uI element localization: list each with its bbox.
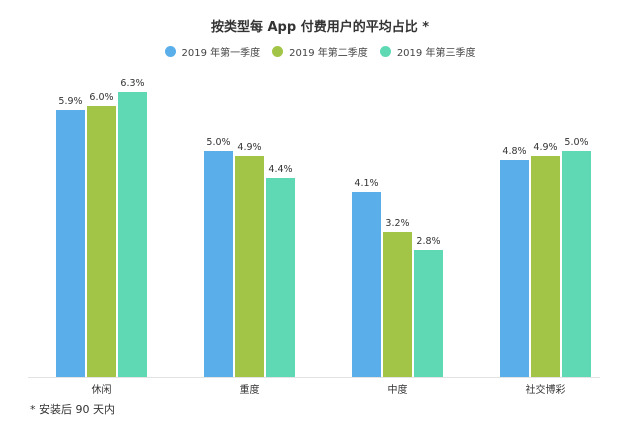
bar-2-2 bbox=[414, 250, 443, 377]
legend-dot-icon-q1 bbox=[164, 46, 176, 57]
bar-1-2 bbox=[266, 178, 295, 377]
bar-value-label: 5.0% bbox=[564, 137, 589, 148]
legend-label-q3: 2019 年第三季度 bbox=[396, 48, 476, 59]
legend-item-q1: 2019 年第一季度 bbox=[164, 44, 261, 59]
bar-3-0 bbox=[500, 160, 529, 377]
x-tick-label: 社交博彩 bbox=[525, 385, 566, 396]
bar-value-label: 2.8% bbox=[416, 236, 441, 248]
legend-label-q1: 2019 年第一季度 bbox=[181, 48, 261, 59]
bar-value-label: 5.9% bbox=[58, 96, 83, 108]
bar-3-1 bbox=[531, 155, 560, 377]
bar-1-1 bbox=[235, 155, 264, 377]
x-tick-label: 中度 bbox=[387, 385, 408, 396]
x-tick-label: 重度 bbox=[239, 385, 260, 396]
legend-dot-icon-q3 bbox=[379, 46, 391, 57]
bar-value-label: 4.9% bbox=[237, 141, 262, 153]
bar-0-2 bbox=[118, 92, 147, 377]
x-tick-label: 休闲 bbox=[91, 385, 112, 396]
x-axis-line bbox=[28, 377, 600, 378]
footnote: * 安装后 90 天内 bbox=[30, 403, 115, 416]
bar-value-label: 6.3% bbox=[120, 78, 145, 90]
bar-0-0 bbox=[56, 110, 85, 377]
bar-1-0 bbox=[204, 151, 233, 377]
legend: 2019 年第一季度 2019 年第二季度 2019 年第三季度 bbox=[0, 44, 640, 59]
bar-value-label: 5.0% bbox=[206, 137, 231, 148]
bar-value-label: 4.8% bbox=[502, 146, 527, 158]
bar-value-label: 4.9% bbox=[533, 141, 558, 153]
legend-item-q2: 2019 年第二季度 bbox=[272, 44, 368, 59]
bar-value-label: 6.0% bbox=[89, 91, 114, 103]
bar-value-label: 4.4% bbox=[268, 164, 293, 176]
legend-label-q2: 2019 年第二季度 bbox=[289, 48, 368, 59]
bar-2-0 bbox=[352, 191, 381, 377]
bar-value-label: 4.1% bbox=[354, 177, 379, 189]
bar-0-1 bbox=[87, 105, 116, 377]
bar-value-label: 3.2% bbox=[385, 218, 410, 230]
bar-2-1 bbox=[383, 232, 412, 377]
bar-3-2 bbox=[562, 151, 591, 377]
legend-item-q3: 2019 年第三季度 bbox=[379, 44, 476, 59]
chart-title: 按类型每 App 付费用户的平均占比 * bbox=[210, 20, 430, 35]
legend-dot-icon-q2 bbox=[272, 46, 284, 57]
